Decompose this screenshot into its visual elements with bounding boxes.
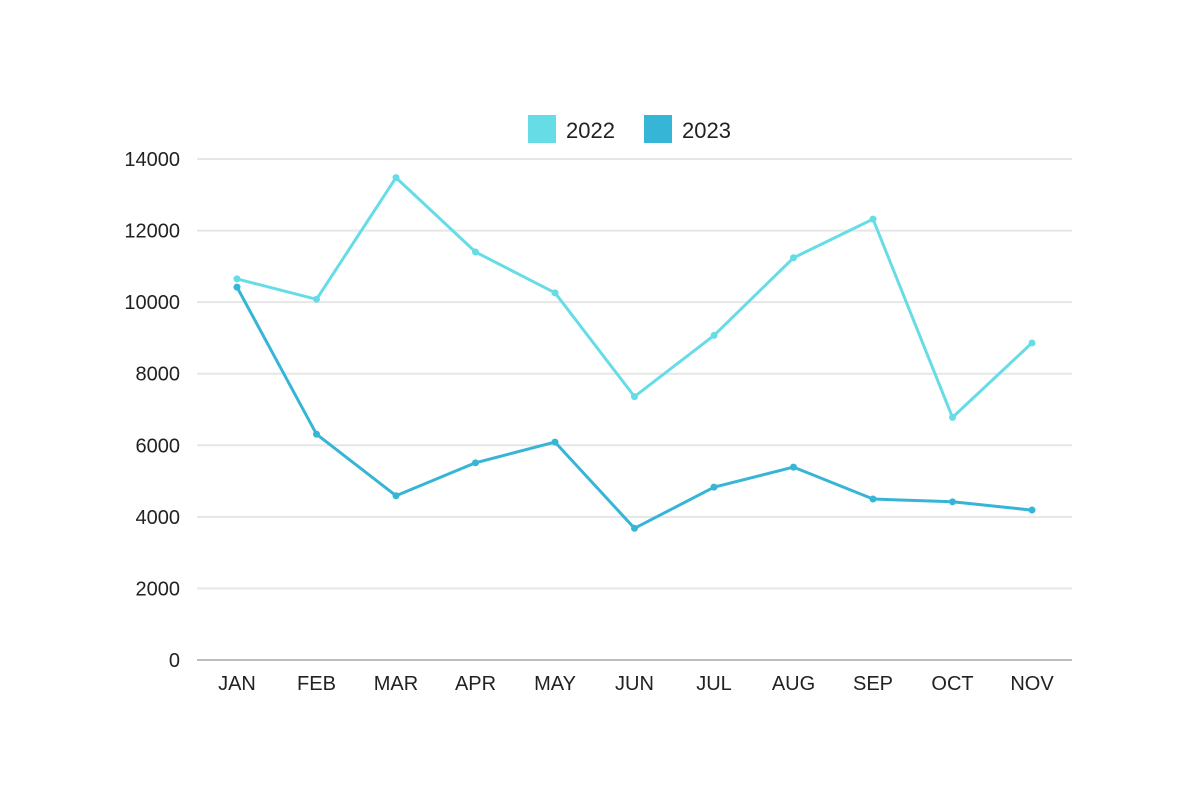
series-lines [233,174,1036,532]
y-tick-label: 12000 [124,221,180,243]
x-tick-label: SEP [853,673,893,695]
data-point-2023-nov [1028,506,1036,514]
legend-swatch-2022 [528,115,556,143]
y-tick-label: 0 [169,650,180,672]
data-point-2023-aug [790,463,797,471]
data-point-2022-jan [233,275,241,283]
data-point-2023-apr [472,459,479,467]
series-2022 [233,174,1036,421]
data-point-2022-apr [472,248,479,256]
y-tick-label: 2000 [136,578,181,600]
legend: 2022 2023 [528,115,731,143]
data-point-2022-mar [392,174,400,182]
data-point-2023-may [551,438,559,446]
data-point-2023-sep [869,495,877,503]
x-tick-label: JAN [218,673,256,695]
data-point-2023-mar [392,492,400,500]
y-tick-label: 10000 [124,292,180,314]
x-tick-label: MAY [534,673,576,695]
data-point-2022-sep [869,215,877,223]
x-tick-label: NOV [1010,673,1054,695]
data-point-2022-may [551,289,559,297]
x-tick-label: FEB [297,673,336,695]
x-tick-label: OCT [931,673,973,695]
data-point-2023-jun [631,524,638,532]
gridlines [197,158,1072,590]
data-point-2022-jul [710,331,718,339]
legend-swatch-2023 [644,115,672,143]
x-tick-label: JUN [615,673,654,695]
data-point-2023-jan [233,283,241,291]
data-point-2022-aug [790,254,797,262]
data-point-2022-oct [949,413,956,421]
data-point-2023-oct [949,498,956,506]
x-tick-label: APR [455,673,496,695]
y-tick-label: 6000 [136,435,181,457]
x-tick-label: AUG [772,673,815,695]
legend-label-2023: 2023 [682,118,731,143]
data-point-2022-feb [313,295,320,303]
data-point-2023-feb [313,430,320,438]
y-tick-label: 8000 [136,364,181,386]
legend-label-2022: 2022 [566,118,615,143]
data-point-2023-jul [710,483,718,491]
y-tick-label: 14000 [124,149,180,171]
x-axis: JAN FEB MAR APR MAY JUN JUL AUG SEP OCT NOV [197,659,1072,695]
y-axis: 0 2000 4000 6000 8000 10000 12000 14000 [124,149,180,672]
y-tick-label: 4000 [136,507,181,529]
x-tick-label: MAR [374,673,418,695]
x-tick-label: JUL [696,673,732,695]
plot-background [80,90,1110,710]
data-point-2022-nov [1028,339,1036,347]
series-2023 [233,283,1036,532]
data-point-2022-jun [631,393,638,401]
